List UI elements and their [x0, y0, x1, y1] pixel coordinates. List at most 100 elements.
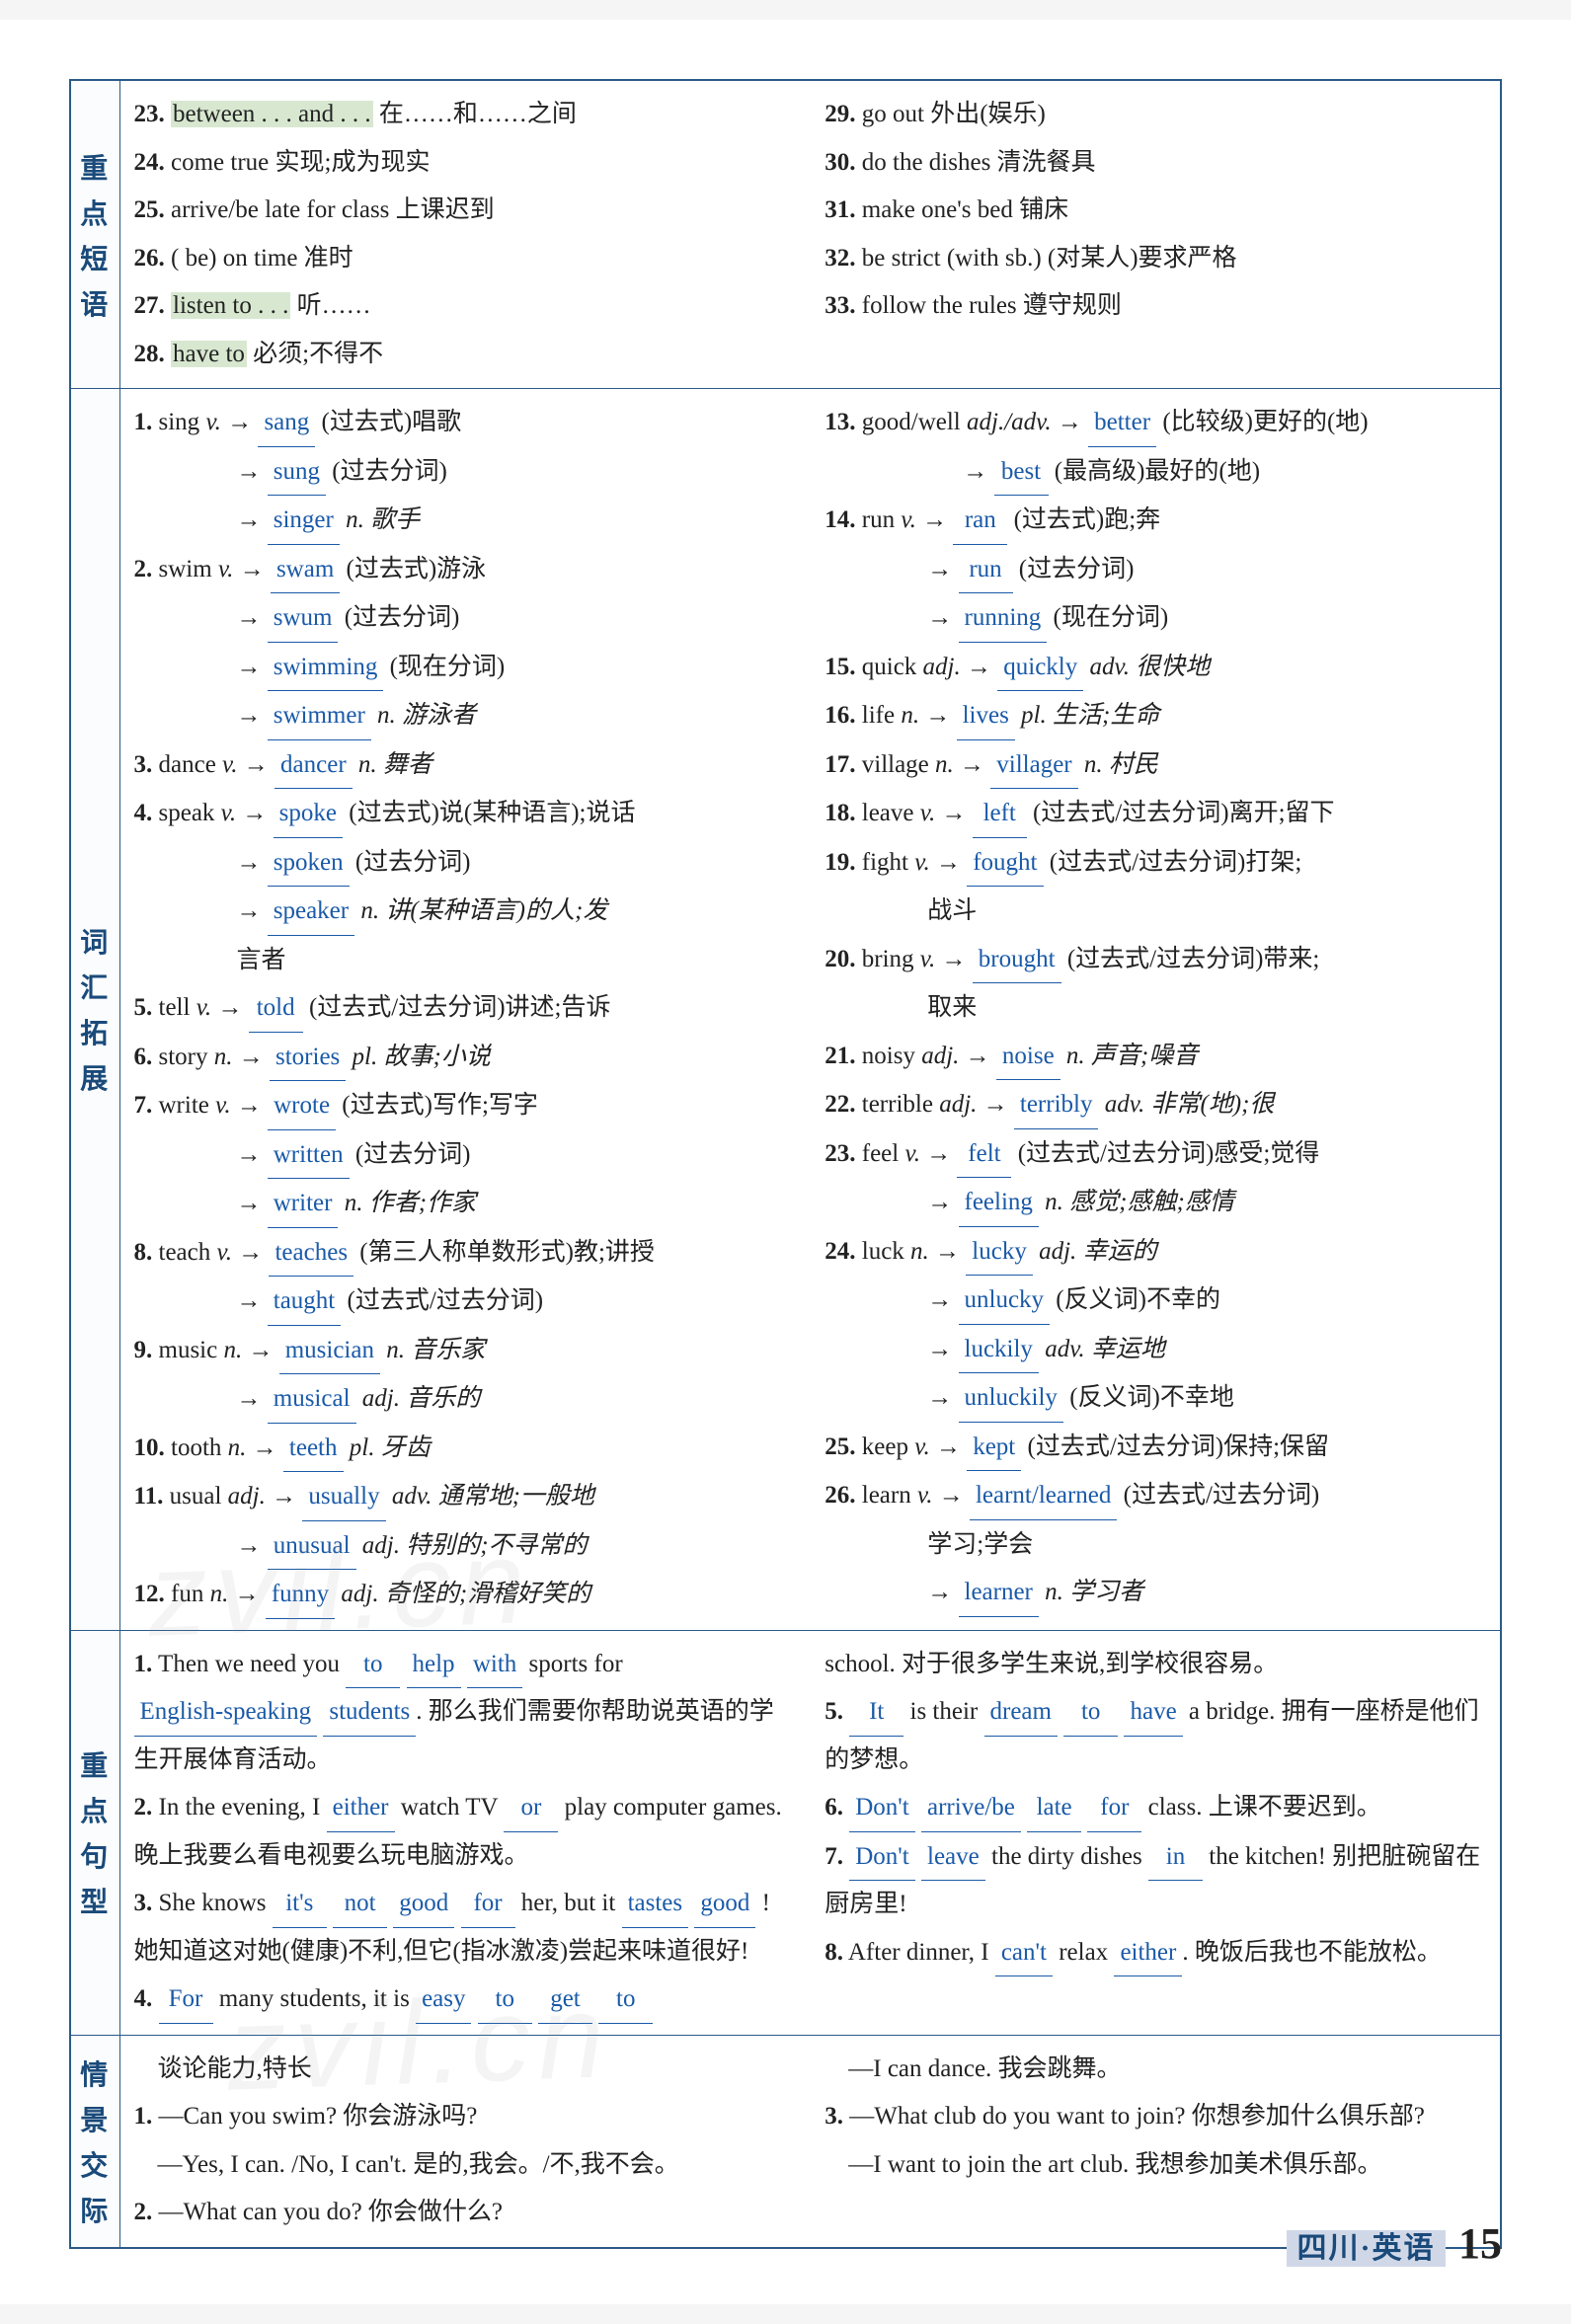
vocab-item: 25. keep v. → kept (过去式/过去分词)保持;保留: [825, 1424, 1486, 1472]
vocab-item: → swimming (现在分词): [134, 644, 796, 692]
label-char: 拓: [75, 1012, 116, 1051]
dialog-item: 1. —Can you swim? 你会游泳吗?: [134, 2093, 796, 2140]
sentence-item: 2. In the evening, I either watch TV or …: [134, 1784, 796, 1879]
vocab-item: → best (最高级)最好的(地): [825, 448, 1486, 497]
dialog-item: —I want to join the art club. 我想参加美术俱乐部。: [825, 2141, 1486, 2189]
phrases-content: 23. between . . . and . . . 在……和……之间24. …: [119, 80, 1501, 389]
label-char: 词: [75, 921, 116, 961]
vocab-item: → unlucky (反义词)不幸的: [825, 1277, 1486, 1325]
vocab-item: 8. teach v. → teaches (第三人称单数形式)教;讲授: [134, 1229, 796, 1278]
sentence-item: 7. Don't leave the dirty dishes in the k…: [825, 1833, 1486, 1928]
phrase-item: 26. ( be) on time 准时: [134, 235, 796, 282]
phrase-item: 25. arrive/be late for class 上课迟到: [134, 187, 796, 234]
vocab-item: → sung (过去分词): [134, 448, 796, 497]
label-char: 重: [75, 147, 116, 187]
page: zvil.cn zvil.cn 重 点 短 语 23. between . . …: [0, 20, 1571, 2304]
sentence-item: 3. She knows it's not good for her, but …: [134, 1880, 796, 1975]
sentence-item: 1. Then we need you to help with sports …: [134, 1641, 796, 1784]
vocab-item: → writer n. 作者;作家: [134, 1180, 796, 1228]
content-table: 重 点 短 语 23. between . . . and . . . 在……和…: [69, 79, 1502, 2249]
vocab-item: 23. feel v. → felt (过去式/过去分词)感受;觉得: [825, 1130, 1486, 1179]
vocab-item: 4. speak v. → spoke (过去式)说(某种语言);说话: [134, 790, 796, 838]
section-label-phrases: 重 点 短 语: [70, 80, 119, 389]
vocab-item: → written (过去分词): [134, 1131, 796, 1180]
dialog-item: 2. —What can you do? 你会做什么?: [134, 2189, 796, 2236]
vocab-item: 5. tell v. → told (过去式/过去分词)讲述;告诉: [134, 984, 796, 1033]
vocab-item: 20. bring v. → brought (过去式/过去分词)带来;: [825, 936, 1486, 984]
vocab-item: 7. write v. → wrote (过去式)写作;写字: [134, 1082, 796, 1130]
vocab-item: 3. dance v. → dancer n. 舞者: [134, 741, 796, 790]
phrase-item: 33. follow the rules 遵守规则: [825, 282, 1486, 330]
vocab-item: → unusual adj. 特别的;不寻常的: [134, 1522, 796, 1571]
vocab-item: → swimmer n. 游泳者: [134, 692, 796, 740]
dialog-item: —Yes, I can. /No, I can't. 是的,我会。/不,我不会。: [134, 2141, 796, 2189]
vocab-item: 17. village n. → villager n. 村民: [825, 741, 1486, 790]
vocab-item: 16. life n. → lives pl. 生活;生命: [825, 692, 1486, 740]
footer-page-number: 15: [1458, 2219, 1502, 2268]
dialog-item: 谈论能力,特长: [134, 2046, 796, 2093]
sentences-content: 1. Then we need you to help with sports …: [119, 1630, 1501, 2035]
vocab-item: → unluckily (反义词)不幸地: [825, 1374, 1486, 1423]
vocab-item: 2. swim v. → swam (过去式)游泳: [134, 546, 796, 594]
section-label-dialog: 情 景 交 际: [70, 2035, 119, 2248]
vocab-item: 14. run v. → ran (过去式)跑;奔: [825, 497, 1486, 545]
phrase-item: 31. make one's bed 铺床: [825, 187, 1486, 234]
phrase-item: 30. do the dishes 清洗餐具: [825, 139, 1486, 187]
vocab-item: 21. noisy adj. → noise n. 声音;噪音: [825, 1033, 1486, 1081]
sentence-item: 6. Don't arrive/be late for class. 上课不要迟…: [825, 1784, 1486, 1832]
label-char: 点: [75, 1790, 116, 1829]
dialog-item: 3. —What club do you want to join? 你想参加什…: [825, 2093, 1486, 2140]
label-char: 景: [75, 2099, 116, 2138]
label-char: 点: [75, 193, 116, 232]
label-char: 句: [75, 1835, 116, 1875]
vocab-item: 6. story n. → stories pl. 故事;小说: [134, 1034, 796, 1082]
sentence-item: school. 对于很多学生来说,到学校很容易。: [825, 1641, 1486, 1688]
label-char: 语: [75, 283, 116, 323]
vocab-item: 22. terrible adj. → terribly adv. 非常(地);…: [825, 1081, 1486, 1129]
vocab-item: 言者: [134, 937, 796, 984]
vocab-item: → luckily adv. 幸运地: [825, 1326, 1486, 1374]
phrase-item: 32. be strict (with sb.) (对某人)要求严格: [825, 235, 1486, 282]
dialog-item: —I can dance. 我会跳舞。: [825, 2046, 1486, 2093]
vocab-item: 12. fun n. → funny adj. 奇怪的;滑稽好笑的: [134, 1571, 796, 1619]
vocab-item: → taught (过去式/过去分词): [134, 1278, 796, 1326]
phrase-item: 23. between . . . and . . . 在……和……之间: [134, 91, 796, 138]
label-char: 展: [75, 1057, 116, 1097]
vocab-item: → run (过去分词): [825, 546, 1486, 594]
label-char: 短: [75, 238, 116, 277]
vocab-item: 11. usual adj. → usually adv. 通常地;一般地: [134, 1473, 796, 1521]
vocab-content: 1. sing v. → sang (过去式)唱歌→ sung (过去分词)→ …: [119, 389, 1501, 1631]
vocab-item: → swum (过去分词): [134, 594, 796, 643]
vocab-item: → feeling n. 感觉;感触;感情: [825, 1179, 1486, 1227]
phrase-item: 24. come true 实现;成为现实: [134, 139, 796, 187]
label-char: 情: [75, 2053, 116, 2093]
vocab-item: 18. leave v. → left (过去式/过去分词)离开;留下: [825, 790, 1486, 838]
vocab-item: → running (现在分词): [825, 594, 1486, 643]
label-char: 际: [75, 2190, 116, 2229]
phrase-item: 29. go out 外出(娱乐): [825, 91, 1486, 138]
vocab-item: → learner n. 学习者: [825, 1569, 1486, 1617]
vocab-item: 9. music n. → musician n. 音乐家: [134, 1327, 796, 1375]
vocab-item: 13. good/well adj./adv. → better (比较级)更好…: [825, 399, 1486, 447]
label-char: 汇: [75, 967, 116, 1006]
vocab-item: 学习;学会: [825, 1521, 1486, 1569]
vocab-item: 15. quick adj. → quickly adv. 很快地: [825, 644, 1486, 692]
page-footer: 四川·英语 15: [1287, 2218, 1502, 2269]
sentence-item: 8. After dinner, I can't relax either. 晚…: [825, 1929, 1486, 1977]
phrase-item: 28. have to 必须;不得不: [134, 331, 796, 378]
vocab-item: 26. learn v. → learnt/learned (过去式/过去分词): [825, 1472, 1486, 1520]
section-label-sentences: 重 点 句 型: [70, 1630, 119, 2035]
vocab-item: → singer n. 歌手: [134, 497, 796, 545]
label-char: 型: [75, 1881, 116, 1920]
vocab-item: → musical adj. 音乐的: [134, 1375, 796, 1424]
vocab-item: 取来: [825, 984, 1486, 1032]
sentence-item: 5. It is their dream to have a bridge. 拥…: [825, 1688, 1486, 1783]
label-char: 交: [75, 2144, 116, 2184]
phrase-item: 27. listen to . . . 听……: [134, 282, 796, 330]
vocab-item: → speaker n. 讲(某种语言)的人;发: [134, 888, 796, 936]
vocab-item: 10. tooth n. → teeth pl. 牙齿: [134, 1425, 796, 1473]
footer-region: 四川·英语: [1287, 2230, 1445, 2267]
vocab-item: 战斗: [825, 888, 1486, 935]
vocab-item: 24. luck n. → lucky adj. 幸运的: [825, 1228, 1486, 1277]
section-label-vocab: 词 汇 拓 展: [70, 389, 119, 1631]
